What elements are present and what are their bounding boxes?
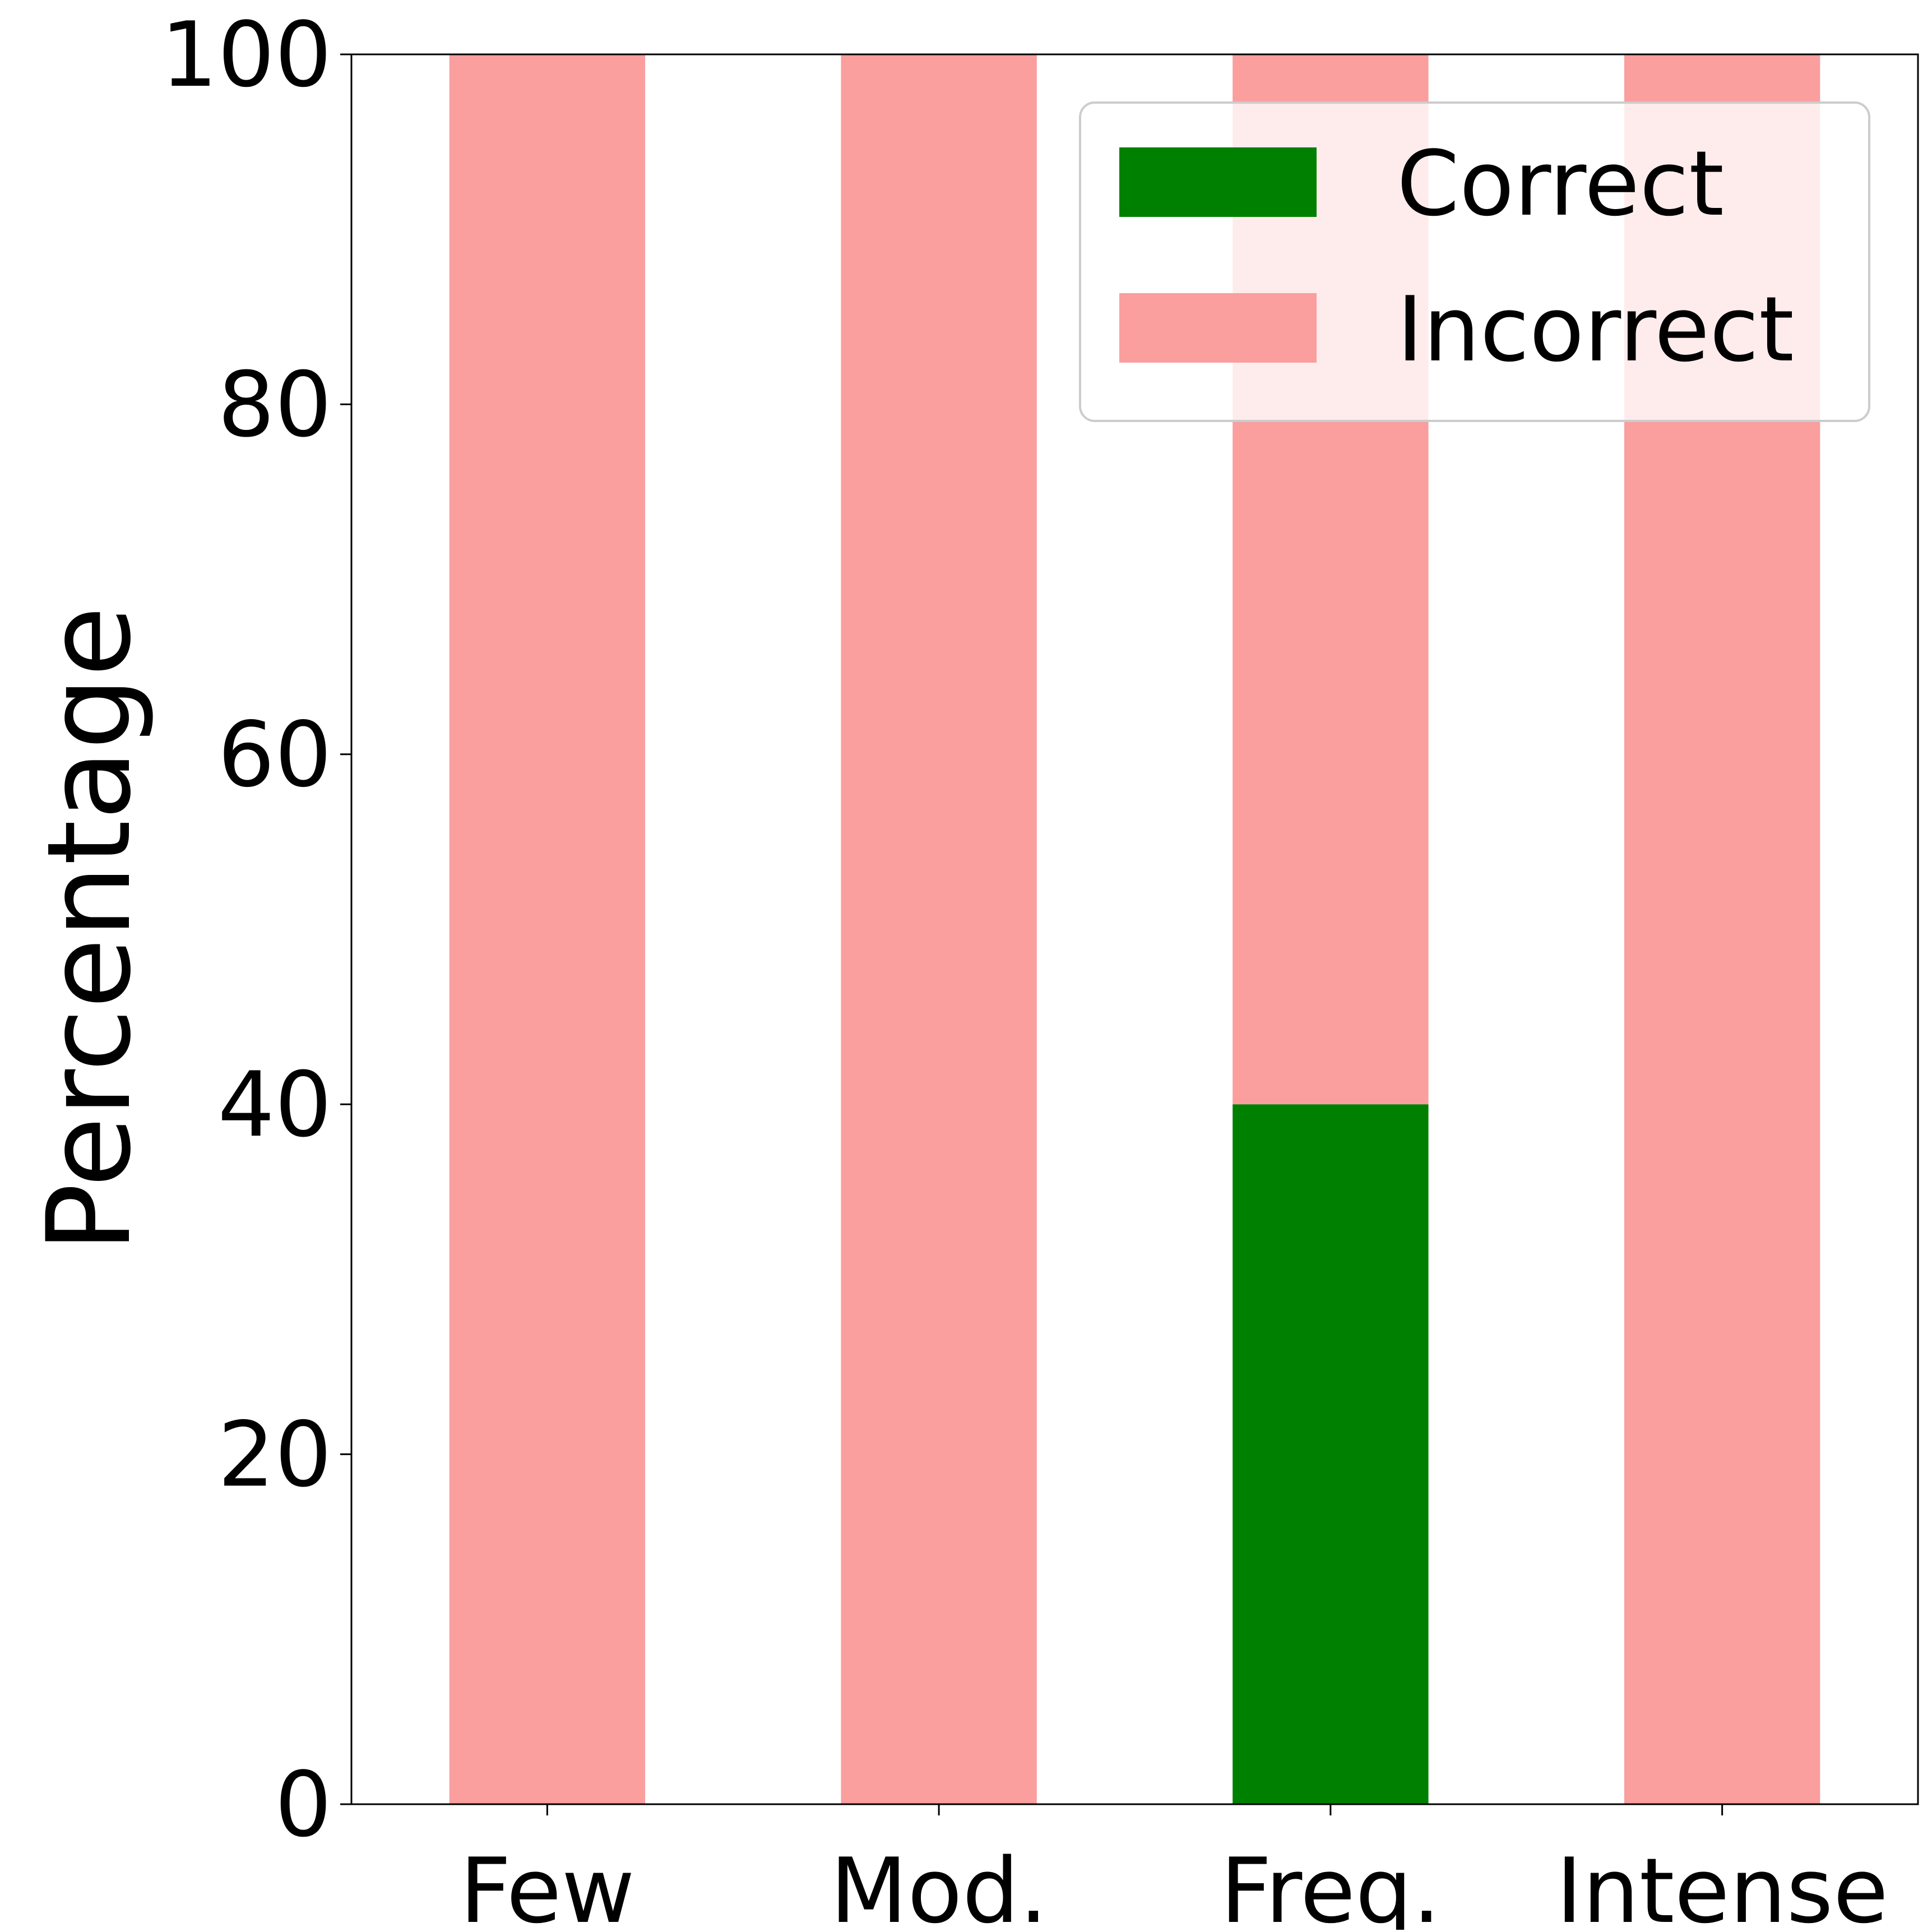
y-tick-label: 100	[161, 2, 332, 107]
y-tick-label: 80	[217, 352, 332, 457]
y-tick-label: 20	[217, 1402, 332, 1507]
legend-label-incorrect: Incorrect	[1397, 277, 1794, 382]
legend-label-correct: Correct	[1397, 131, 1724, 236]
legend-swatch-incorrect	[1119, 293, 1317, 363]
bar-incorrect-mod	[841, 54, 1037, 1804]
x-tick-label: Freq.	[1220, 1838, 1441, 1930]
bar-incorrect-few	[449, 54, 646, 1804]
y-tick-label: 60	[217, 702, 332, 807]
y-tick-label: 0	[275, 1752, 332, 1857]
legend: Correct Incorrect	[1079, 101, 1870, 422]
x-tick-label: Few	[460, 1838, 635, 1930]
y-axis-label: Percentage	[23, 606, 156, 1252]
legend-swatch-correct	[1119, 147, 1317, 217]
x-tick-label: Intense	[1556, 1838, 1888, 1930]
x-axis: Few Mod. Freq. Intense	[460, 1804, 1888, 1932]
y-axis: 0 20 40 60 80 100	[161, 2, 351, 1857]
plot-frame	[350, 53, 1919, 1805]
y-tick-label: 40	[217, 1052, 332, 1157]
bar-correct-freq	[1233, 1104, 1429, 1804]
x-tick-label: Mod.	[830, 1838, 1048, 1930]
